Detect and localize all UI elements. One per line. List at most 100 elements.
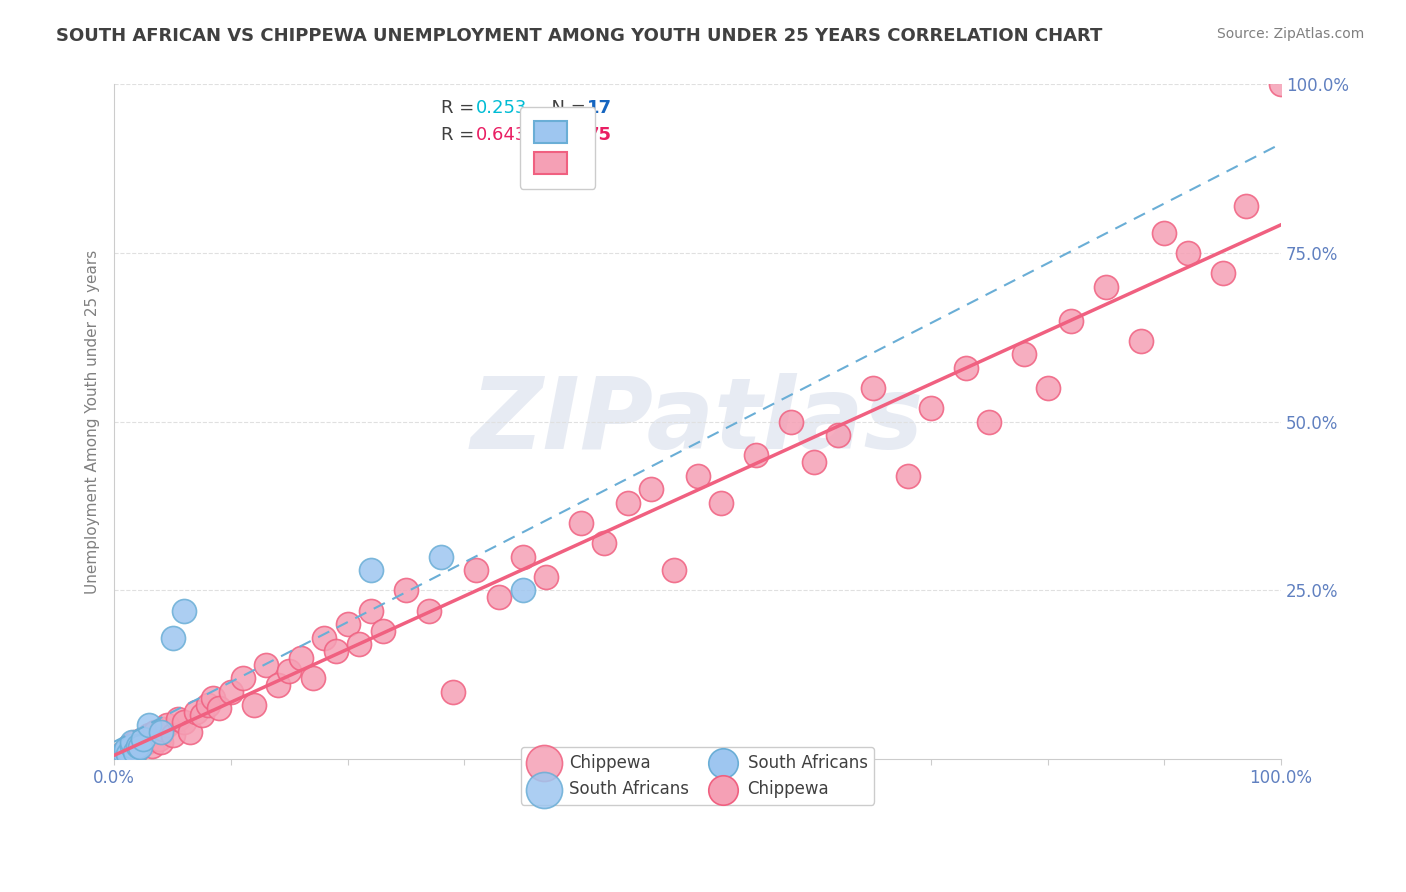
Chippewa [827, 428, 849, 442]
Chippewa [862, 381, 884, 395]
Text: Source: ZipAtlas.com: Source: ZipAtlas.com [1216, 27, 1364, 41]
Chippewa [108, 748, 131, 763]
Chippewa [121, 739, 143, 754]
Chippewa [464, 563, 486, 577]
Chippewa [686, 468, 709, 483]
Chippewa [121, 745, 143, 759]
Chippewa [1095, 280, 1118, 294]
Chippewa [156, 718, 179, 732]
Chippewa [1212, 266, 1234, 280]
South Africans [108, 748, 131, 763]
Text: R =: R = [441, 99, 479, 117]
Y-axis label: Unemployment Among Youth under 25 years: Unemployment Among Youth under 25 years [86, 250, 100, 594]
Chippewa [162, 728, 184, 742]
Chippewa [202, 691, 225, 706]
Chippewa [148, 731, 170, 746]
Chippewa [441, 684, 464, 698]
Chippewa [371, 624, 394, 638]
Chippewa [143, 725, 166, 739]
Chippewa [1177, 246, 1199, 260]
Chippewa [197, 698, 219, 712]
Text: ZIPatlas: ZIPatlas [471, 373, 924, 470]
South Africans [121, 739, 143, 753]
Chippewa [208, 701, 231, 715]
Chippewa [124, 735, 146, 749]
Chippewa [360, 604, 382, 618]
Chippewa [593, 536, 616, 550]
Chippewa [128, 739, 150, 753]
Chippewa [897, 468, 920, 483]
South Africans [132, 731, 155, 746]
South Africans [138, 718, 160, 732]
Chippewa [920, 401, 942, 416]
South Africans [128, 739, 150, 754]
Chippewa [1234, 199, 1257, 213]
Chippewa [219, 684, 242, 698]
Text: 75: 75 [586, 126, 612, 144]
South Africans [121, 735, 143, 749]
Chippewa [395, 583, 418, 598]
Chippewa [115, 747, 138, 761]
Chippewa [132, 731, 155, 746]
Chippewa [664, 563, 686, 577]
Chippewa [179, 725, 201, 739]
Chippewa [1129, 334, 1152, 348]
Chippewa [1036, 381, 1059, 395]
Chippewa [347, 637, 370, 651]
Chippewa [127, 742, 149, 756]
Chippewa [118, 739, 141, 753]
Text: SOUTH AFRICAN VS CHIPPEWA UNEMPLOYMENT AMONG YOUTH UNDER 25 YEARS CORRELATION CH: SOUTH AFRICAN VS CHIPPEWA UNEMPLOYMENT A… [56, 27, 1102, 45]
South Africans [149, 725, 172, 739]
Chippewa [336, 617, 359, 632]
Chippewa [640, 482, 662, 496]
Chippewa [278, 665, 301, 679]
South Africans [115, 742, 138, 756]
Chippewa [112, 745, 135, 759]
Text: N =: N = [540, 99, 592, 117]
Chippewa [254, 657, 277, 672]
Chippewa [488, 590, 510, 604]
Chippewa [141, 739, 163, 753]
South Africans [117, 747, 139, 761]
Chippewa [152, 722, 174, 736]
Chippewa [117, 742, 139, 756]
South Africans [112, 745, 135, 759]
Text: R =: R = [441, 126, 479, 144]
Chippewa [231, 671, 253, 685]
Chippewa [149, 735, 172, 749]
South Africans [430, 549, 453, 564]
Chippewa [314, 631, 336, 645]
Chippewa [979, 415, 1001, 429]
Chippewa [569, 516, 592, 530]
Text: 0.253: 0.253 [475, 99, 527, 117]
Text: 0.643: 0.643 [475, 126, 527, 144]
Chippewa [616, 496, 638, 510]
Chippewa [243, 698, 266, 712]
Chippewa [138, 728, 160, 742]
Chippewa [418, 604, 440, 618]
Legend: Chippewa, South Africans, South Africans, Chippewa: Chippewa, South Africans, South Africans… [520, 747, 875, 805]
Chippewa [190, 708, 212, 723]
Chippewa [184, 705, 207, 719]
South Africans [360, 563, 382, 577]
Chippewa [955, 360, 977, 375]
Chippewa [1060, 313, 1083, 327]
Chippewa [780, 415, 803, 429]
Chippewa [173, 714, 195, 729]
South Africans [173, 604, 195, 618]
South Africans [512, 583, 534, 598]
Chippewa [325, 644, 347, 658]
South Africans [162, 631, 184, 645]
Chippewa [1153, 226, 1175, 240]
Chippewa [512, 549, 534, 564]
Chippewa [710, 496, 733, 510]
Text: N =: N = [540, 126, 592, 144]
Chippewa [1270, 78, 1292, 92]
Chippewa [266, 678, 288, 692]
Chippewa [290, 650, 312, 665]
South Africans [127, 739, 149, 753]
Chippewa [803, 455, 825, 469]
Chippewa [1012, 347, 1035, 361]
Chippewa [301, 671, 323, 685]
Chippewa [534, 570, 557, 584]
